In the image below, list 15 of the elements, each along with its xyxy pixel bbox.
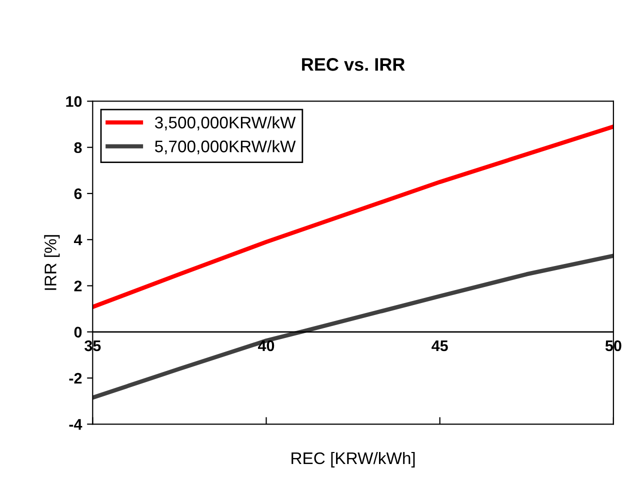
y-tick-label: 8 [74, 142, 82, 154]
legend-label: 5,700,000KRW/kW [154, 140, 296, 154]
y-tick-label: 4 [74, 234, 82, 246]
y-tick-label: 6 [74, 188, 82, 200]
x-axis-title: REC [KRW/kWh] [292, 452, 415, 468]
legend-label: 3,500,000KRW/kW [154, 116, 296, 130]
x-tick-label: 40 [258, 340, 274, 352]
y-tick-label: 10 [66, 96, 82, 107]
y-tick-label: 2 [74, 280, 82, 292]
y-axis-title: IRR [%] [44, 235, 60, 290]
x-tick-label: 45 [432, 340, 448, 352]
y-tick-label: -2 [69, 372, 82, 384]
y-tick-label: -4 [69, 419, 82, 430]
chart-title: REC vs. IRR [302, 58, 405, 71]
y-tick-label: 0 [74, 326, 82, 338]
